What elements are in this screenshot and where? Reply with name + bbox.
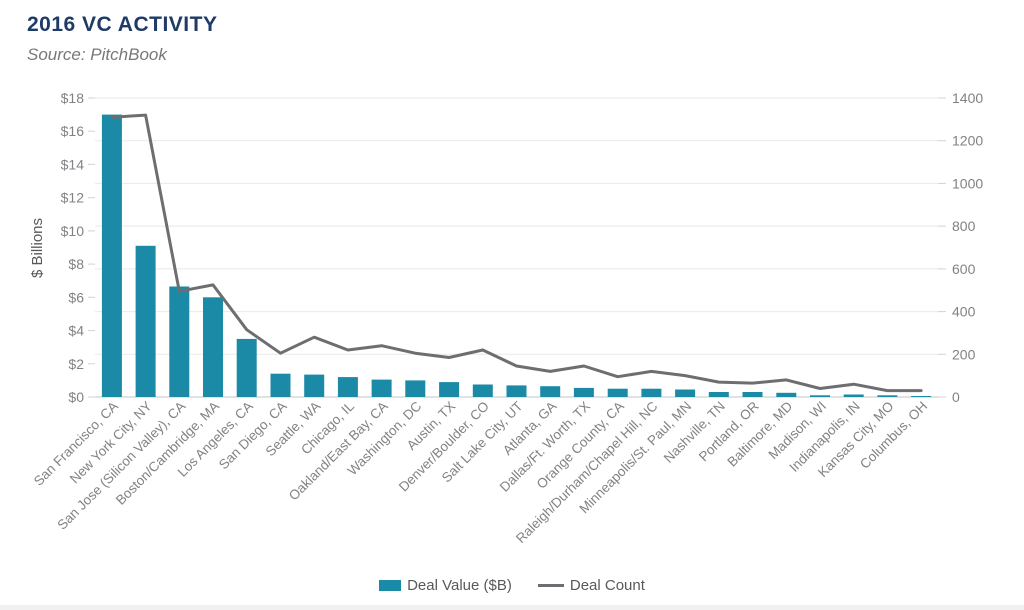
- bar-washington-dc: [405, 380, 426, 397]
- right-axis-tick-label: 1400: [952, 90, 983, 106]
- left-axis-tick-label: $2: [68, 356, 84, 372]
- deal-value-bars: [101, 114, 932, 397]
- deal-value-swatch: [379, 580, 402, 591]
- bar-denver-boulder-co: [472, 384, 493, 397]
- left-axis: $0 $2 $4 $6 $8 $10 $12 $14 $16 $18 $ Billions: [29, 90, 95, 405]
- bar-san-diego-ca: [270, 373, 291, 397]
- bar-boston-cambridge-ma: [203, 297, 223, 397]
- bar-new-york-city-ny: [135, 245, 156, 397]
- bar-seattle-wa: [304, 374, 325, 397]
- legend-label-deal-count: Deal Count: [569, 577, 645, 594]
- legend-label-deal-value: Deal Value ($B): [407, 577, 512, 594]
- legend-item-deal-count: Deal Count: [537, 577, 645, 594]
- bar-minneapolis-st-paul-mn: [675, 389, 696, 397]
- right-axis: 0 200 400 600 800 1000 1200 1400: [938, 90, 983, 405]
- bar-orange-county-ca: [607, 388, 628, 397]
- bar-oakland-east-bay-ca: [371, 379, 392, 397]
- bar-chicago-il: [337, 377, 358, 397]
- bar-kansas-city-mo: [877, 395, 898, 397]
- bar-columbus-oh: [911, 396, 932, 397]
- bar-salt-lake-city-ut: [506, 385, 527, 397]
- bar-san-jose-silicon-valley-ca: [169, 286, 190, 397]
- gridlines: [95, 97, 938, 398]
- left-axis-tick-label: $12: [61, 190, 85, 206]
- bar-dallas-ft-worth-tx: [573, 387, 594, 397]
- right-axis-tick-label: 800: [952, 218, 976, 234]
- left-axis-tick-label: $4: [68, 323, 84, 339]
- right-axis-tick-label: 1200: [952, 133, 983, 149]
- bar-nashville-tn: [708, 392, 729, 397]
- bottom-divider: [0, 605, 1024, 610]
- left-axis-tick-label: $18: [61, 90, 85, 106]
- bar-atlanta-ga: [540, 386, 561, 397]
- left-axis-title: $ Billions: [29, 218, 46, 278]
- right-axis-tick-label: 400: [952, 304, 976, 320]
- deal-count-swatch: [537, 584, 564, 587]
- bar-san-francisco-ca: [101, 114, 122, 397]
- right-axis-tick-label: 0: [952, 389, 960, 405]
- bar-portland-or: [742, 392, 763, 397]
- bar-madison-wi: [810, 395, 830, 397]
- legend: Deal Value ($B) Deal Count: [0, 577, 1024, 594]
- bar-raleigh-durham-chapel-hill-nc: [641, 388, 662, 397]
- bar-los-angeles-ca: [236, 338, 257, 397]
- legend-item-deal-value: Deal Value ($B): [379, 577, 512, 594]
- bar-baltimore-md: [776, 392, 797, 397]
- bar-austin-tx: [439, 382, 460, 397]
- right-axis-tick-label: 200: [952, 346, 976, 362]
- bar-indianapolis-in: [843, 394, 864, 397]
- left-axis-tick-label: $16: [61, 123, 85, 139]
- left-axis-tick-label: $6: [68, 289, 84, 305]
- x-label-san-jose-silicon-valley-ca: San Jose (Silicon Valley), CA: [54, 399, 188, 533]
- chart-source: Source: PitchBook: [27, 45, 167, 64]
- right-axis-tick-label: 600: [952, 261, 976, 277]
- chart-title: 2016 VC ACTIVITY: [27, 13, 218, 36]
- left-axis-tick-label: $10: [61, 223, 85, 239]
- left-axis-tick-label: $0: [68, 389, 84, 405]
- deal-count-line: [110, 113, 923, 393]
- left-axis-tick-label: $14: [61, 156, 85, 172]
- right-axis-tick-label: 1000: [952, 175, 983, 191]
- left-axis-tick-label: $8: [68, 256, 84, 272]
